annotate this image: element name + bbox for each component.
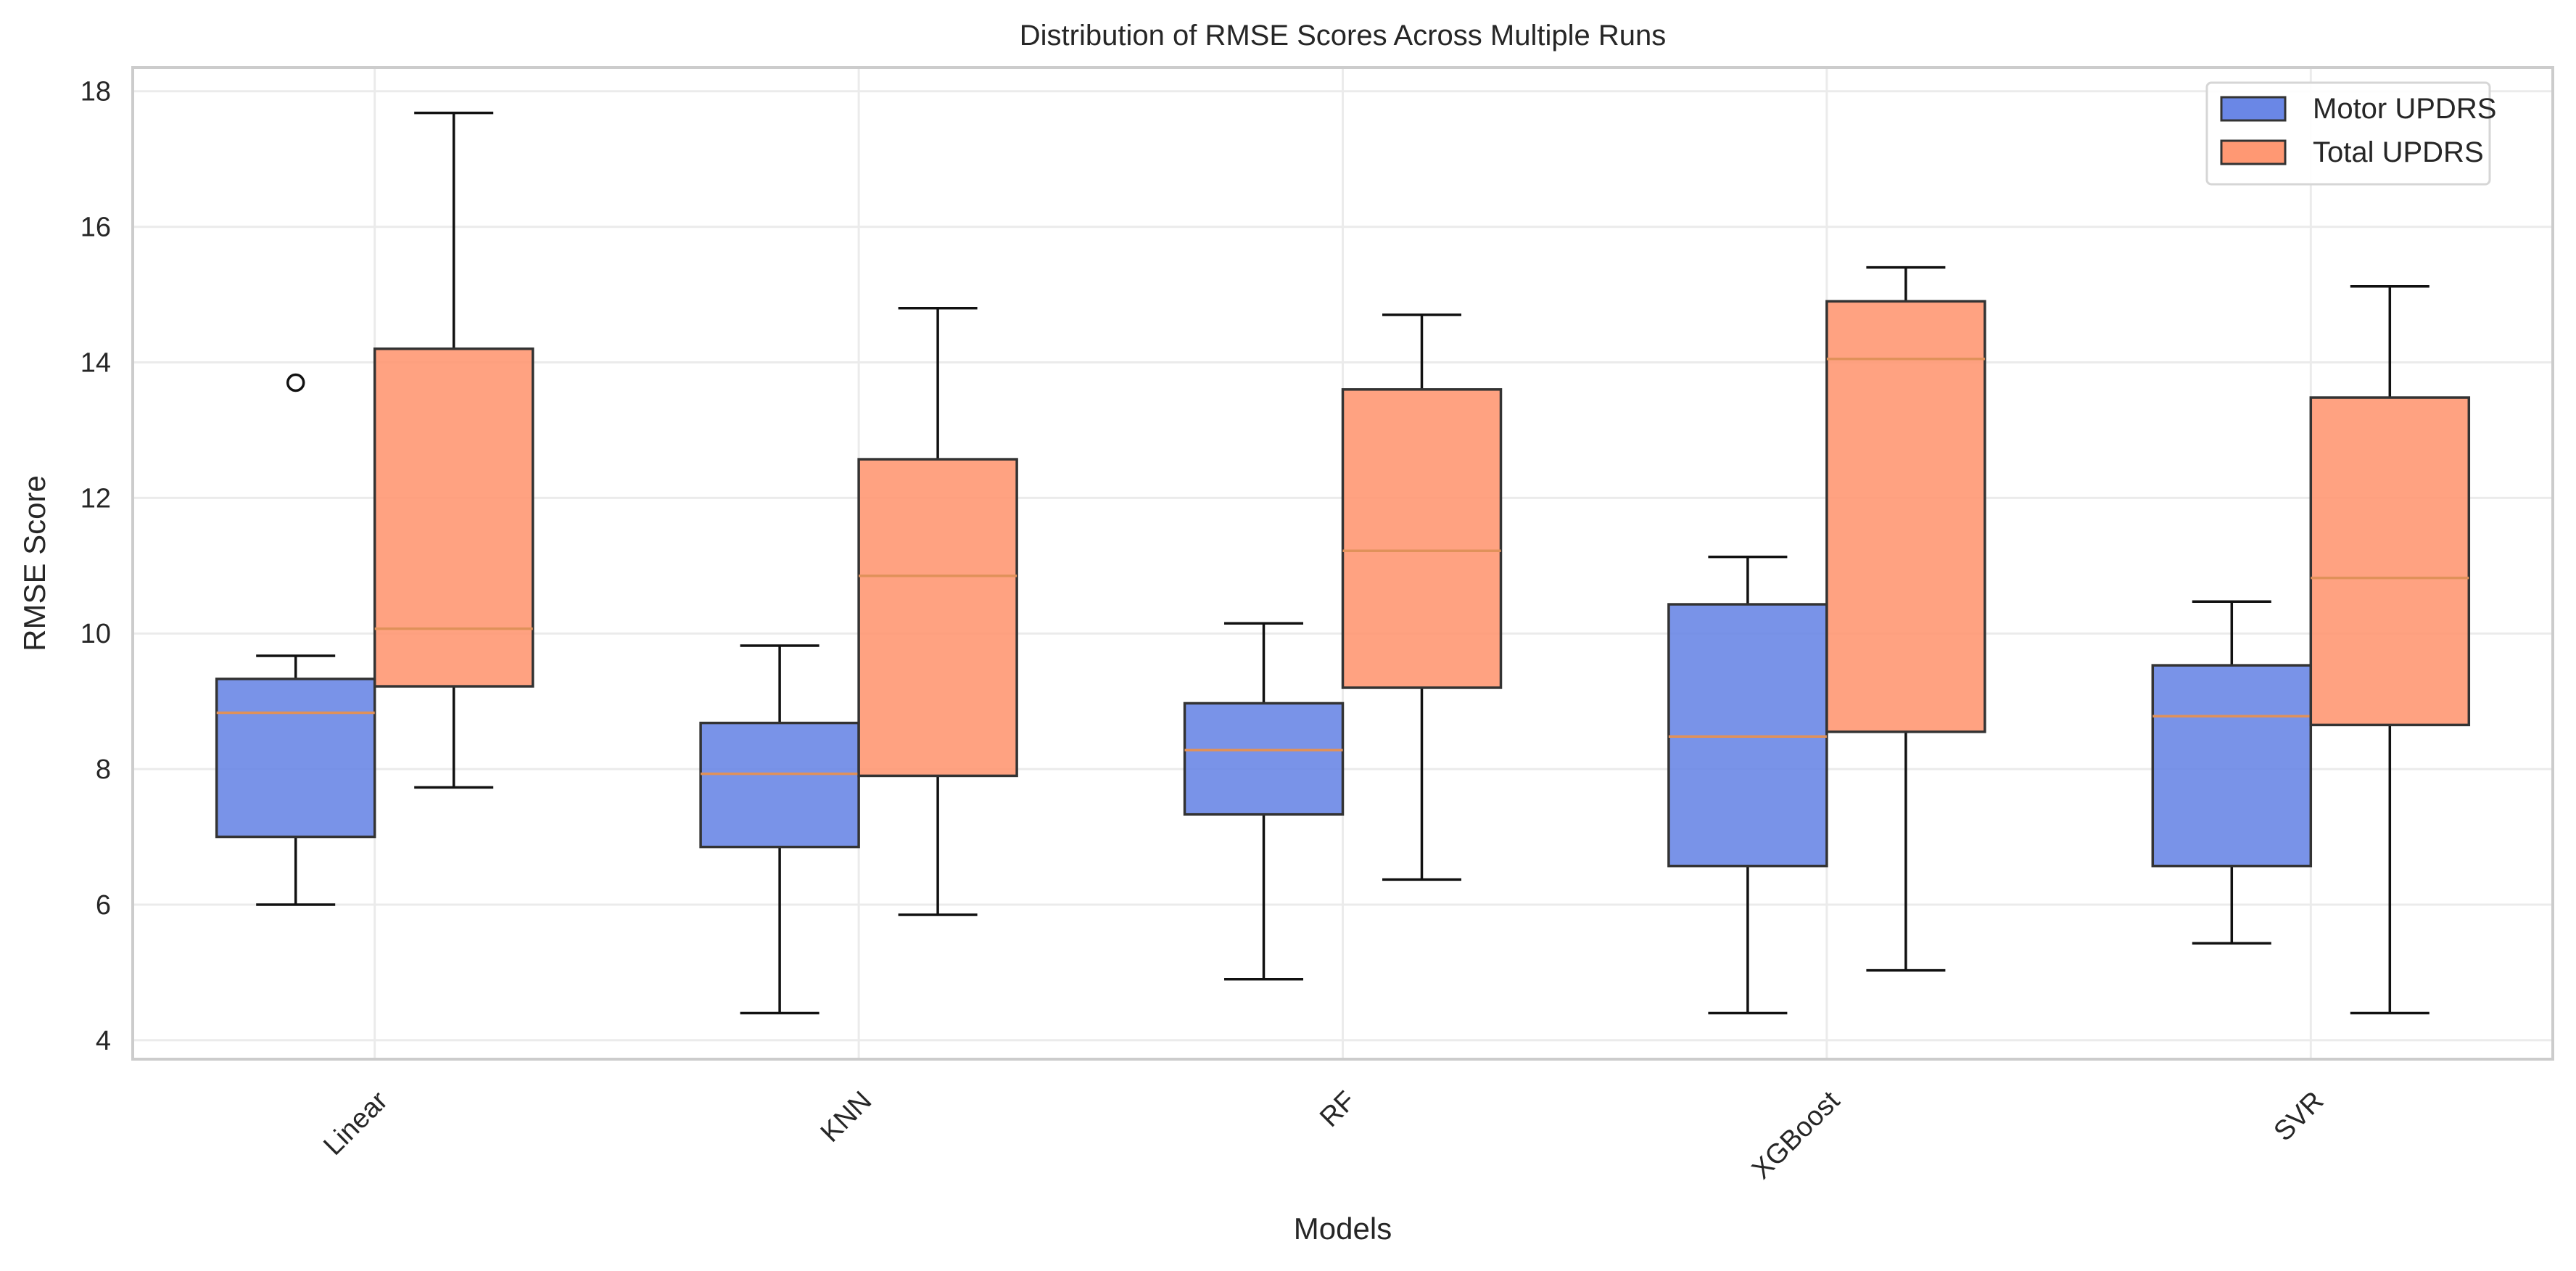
chart-title: Distribution of RMSE Scores Across Multi… (1020, 20, 1666, 52)
iqr-box (857, 458, 1018, 778)
x-axis-label: Models (1294, 1212, 1392, 1246)
iqr-box (373, 347, 534, 688)
plot-frame (131, 66, 2554, 1061)
y-tick-label: 10 (80, 619, 111, 649)
iqr-box (215, 678, 376, 839)
y-tick-label: 18 (80, 77, 111, 107)
iqr-box (1183, 702, 1345, 816)
y-tick-label: 16 (80, 213, 111, 243)
iqr-box (2151, 664, 2313, 868)
y-tick-label: 6 (96, 890, 111, 921)
box-rf-motor-updrs (1183, 622, 1345, 981)
legend-label: Motor UPDRS (2313, 93, 2496, 125)
legend: Motor UPDRS Total UPDRS (2205, 81, 2496, 186)
iqr-box (1667, 603, 1828, 868)
box-plots (215, 111, 2471, 1015)
box-knn-total-updrs (857, 306, 1018, 916)
y-axis-ticks: 4 6 8 10 12 14 16 18 (80, 77, 111, 1056)
y-tick-label: 12 (80, 483, 111, 514)
iqr-box (1341, 388, 1503, 689)
box-xgboost-total-updrs (1825, 266, 1986, 972)
box-linear-motor-updrs (215, 373, 376, 906)
legend-swatch (2220, 96, 2287, 122)
y-tick-label: 14 (80, 347, 111, 378)
box-linear-total-updrs (373, 111, 534, 789)
x-axis-ticks: Linear KNN RF XGBoost SVR (318, 1085, 2329, 1185)
iqr-box (2309, 396, 2471, 727)
outlier-point (286, 373, 305, 392)
box-xgboost-motor-updrs (1667, 555, 1828, 1015)
y-tick-label: 4 (96, 1026, 111, 1056)
y-axis-label: RMSE Score (17, 475, 51, 651)
box-rf-total-updrs (1341, 313, 1503, 881)
y-tick-label: 8 (96, 754, 111, 785)
box-knn-motor-updrs (699, 644, 860, 1015)
iqr-box (699, 721, 860, 849)
x-tick-label: SVR (2269, 1085, 2330, 1147)
box-svr-motor-updrs (2151, 600, 2313, 945)
legend-label: Total UPDRS (2313, 136, 2484, 168)
x-tick-label: KNN (815, 1085, 878, 1148)
iqr-box (1825, 300, 1986, 733)
box-svr-total-updrs (2309, 285, 2471, 1015)
x-tick-label: RF (1314, 1085, 1362, 1133)
x-tick-label: XGBoost (1746, 1085, 1846, 1185)
x-tick-label: Linear (318, 1085, 394, 1161)
legend-swatch (2220, 139, 2287, 165)
